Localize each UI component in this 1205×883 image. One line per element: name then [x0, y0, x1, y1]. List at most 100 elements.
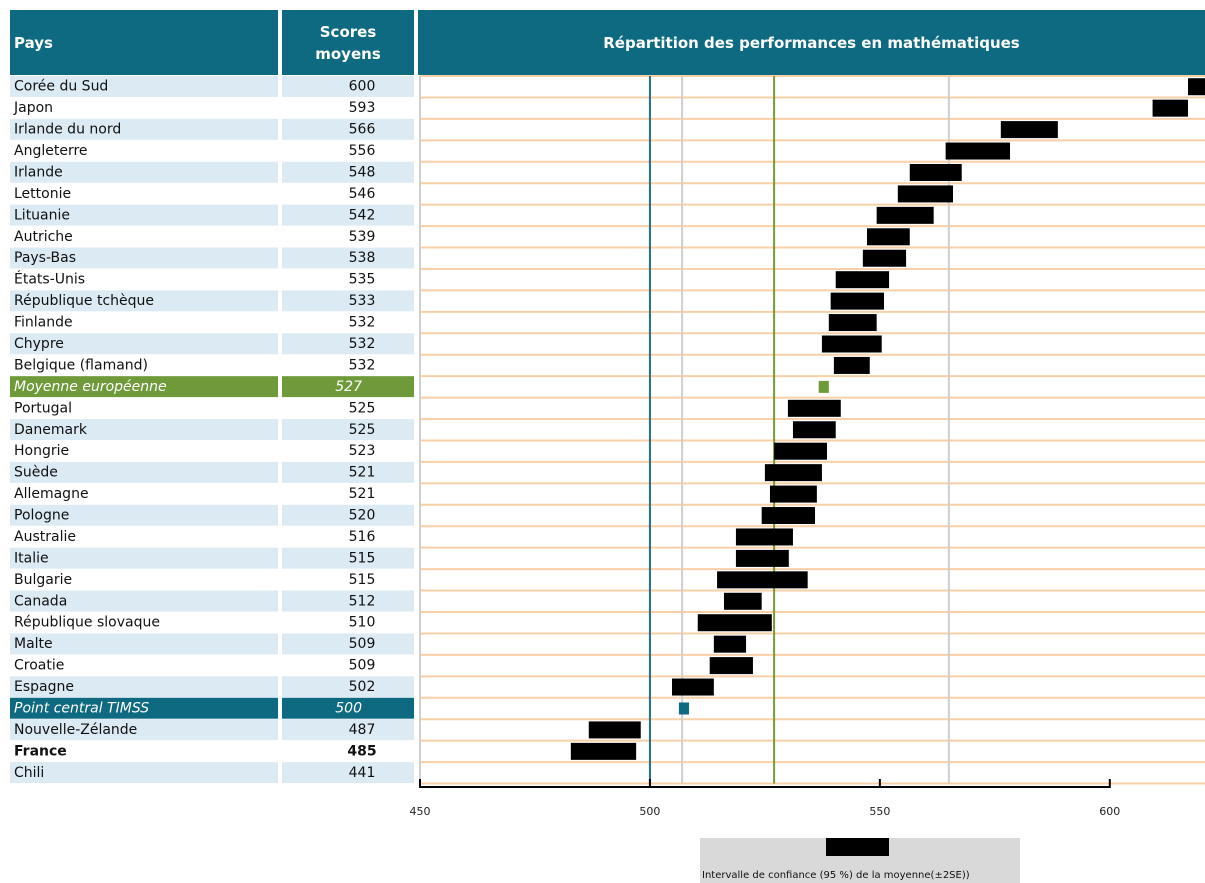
interval-bar: [830, 292, 885, 310]
row-bg: [10, 226, 278, 248]
interval-bar: [821, 335, 882, 353]
row-bg: [10, 311, 278, 333]
country-label: Nouvelle-Zélande: [14, 722, 137, 738]
country-label: Japon: [13, 100, 53, 116]
x-tick-label: 550: [869, 805, 890, 818]
country-label: Malte: [14, 636, 53, 652]
header-score: Scores moyens: [282, 10, 414, 75]
score-label: 500: [335, 700, 362, 716]
row-bg: [10, 612, 278, 633]
country-label: Espagne: [14, 679, 74, 695]
score-label: 548: [349, 164, 376, 180]
row-bg: [282, 440, 414, 462]
score-label: 546: [349, 186, 376, 202]
score-label: 515: [349, 550, 376, 566]
row-bg: [282, 633, 414, 655]
row-bg: [10, 204, 278, 226]
country-label: Angleterre: [14, 143, 88, 159]
row-bg: [282, 311, 414, 333]
row-bg: [282, 697, 414, 719]
country-label: Croatie: [14, 658, 64, 674]
row-bg: [282, 461, 414, 483]
row-bg: [10, 590, 278, 612]
score-label: 441: [349, 765, 376, 781]
interval-bar: [897, 185, 953, 203]
x-tick-label: 600: [1099, 805, 1120, 818]
score-label: 520: [349, 508, 376, 524]
country-label: Bulgarie: [14, 572, 72, 588]
row-bg: [10, 569, 278, 591]
country-label: Suède: [14, 465, 58, 481]
row-bg: [282, 612, 414, 633]
interval-bar: [713, 635, 747, 653]
interval-bar: [764, 464, 822, 482]
score-label: 510: [349, 615, 376, 631]
interval-bar: [792, 421, 836, 439]
interval-bar: [835, 271, 890, 289]
legend-label: Intervalle de confiance (95 %) de la moy…: [702, 870, 970, 881]
score-label: 509: [349, 658, 376, 674]
row-bg: [282, 161, 414, 183]
country-label: Irlande du nord: [14, 122, 121, 138]
row-bg: [10, 376, 278, 398]
score-label: 502: [349, 679, 376, 695]
score-label: 532: [349, 315, 376, 331]
interval-bar: [769, 485, 817, 503]
score-label: 593: [349, 100, 376, 116]
interval-bar: [1187, 78, 1205, 96]
row-bg: [10, 740, 278, 762]
country-label: République tchèque: [14, 293, 154, 309]
row-bg: [10, 183, 278, 205]
country-label: Irlande: [14, 164, 63, 180]
interval-bar: [828, 314, 877, 332]
row-bg: [282, 376, 414, 398]
interval-bar: [761, 507, 816, 525]
country-label: Moyenne européenne: [14, 379, 167, 395]
row-bg: [10, 762, 278, 784]
country-label: République slovaque: [14, 615, 160, 631]
interval-bar: [697, 614, 772, 632]
country-label: Point central TIMSS: [14, 700, 149, 716]
score-label: 532: [349, 357, 376, 373]
interval-bar: [909, 163, 962, 181]
row-bg: [10, 76, 278, 97]
x-tick-label: 500: [639, 805, 660, 818]
interval-bar: [678, 702, 690, 715]
row-bg: [10, 654, 278, 676]
score-label: 539: [349, 229, 376, 245]
row-bg: [10, 97, 278, 119]
row-bg: [282, 247, 414, 269]
row-bg: [10, 461, 278, 483]
country-label: Finlande: [14, 315, 73, 331]
row-bg: [282, 504, 414, 526]
score-label: 556: [349, 143, 376, 159]
row-bg: [282, 676, 414, 698]
interval-bar: [672, 678, 714, 696]
country-label: Chili: [14, 765, 44, 781]
country-label: Italie: [14, 550, 49, 566]
country-label: Australie: [14, 529, 76, 545]
row-bg: [282, 226, 414, 248]
row-bg: [10, 333, 278, 355]
score-label: 509: [349, 636, 376, 652]
interval-bar: [862, 249, 907, 267]
row-bg: [10, 397, 278, 419]
score-label: 525: [349, 422, 376, 438]
score-label: 533: [349, 293, 376, 309]
score-label: 521: [349, 465, 376, 481]
country-label: Danemark: [14, 422, 88, 438]
row-bg: [282, 333, 414, 355]
row-bg: [282, 183, 414, 205]
country-label: Chypre: [14, 336, 64, 352]
row-bg: [10, 140, 278, 162]
row-bg: [10, 419, 278, 440]
country-label: Canada: [14, 593, 67, 609]
row-bg: [282, 547, 414, 569]
score-label: 516: [349, 529, 376, 545]
score-label: 538: [349, 250, 376, 266]
score-label: 521: [349, 486, 376, 502]
row-bg: [282, 590, 414, 612]
row-bg: [282, 483, 414, 505]
score-label: 535: [349, 272, 376, 288]
